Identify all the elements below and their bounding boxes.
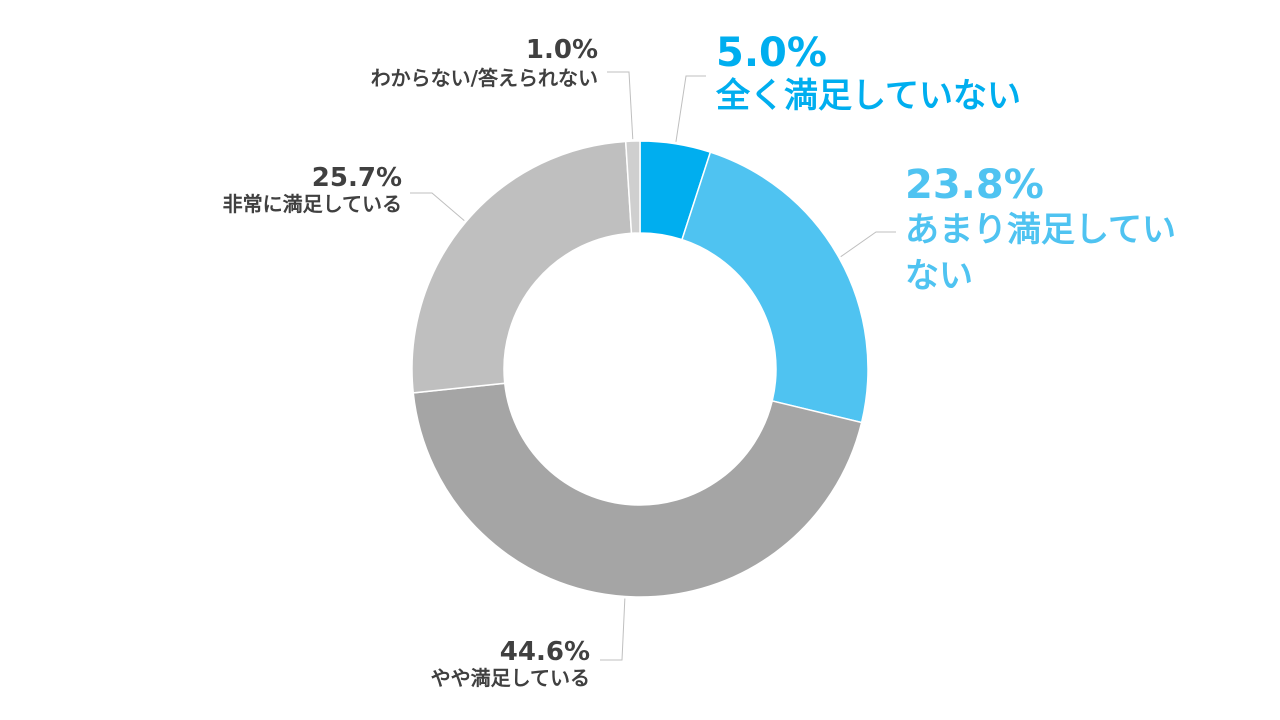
donut-slice-2: [681, 151, 869, 424]
slice-value-label-1: 5.0%: [716, 30, 827, 76]
leader-line-1: [675, 75, 706, 142]
slice-value-label-4: 25.7%: [312, 163, 402, 193]
slices-group: [411, 140, 869, 598]
slice-value-label-5: 1.0%: [526, 35, 598, 65]
leader-line-2: [840, 231, 896, 258]
leader-line-5: [607, 71, 634, 140]
slice-category-label-2-line-1: あまり満足してい: [905, 210, 1176, 250]
leader-lines-group: [410, 71, 896, 661]
slice-value-label-3: 44.6%: [500, 637, 590, 667]
slice-category-label-3: やや満足している: [431, 666, 590, 690]
slice-category-label-1: 全く満足していない: [715, 76, 1021, 116]
donut-slice-4: [411, 140, 633, 394]
slice-value-label-2: 23.8%: [905, 162, 1044, 208]
slice-category-label-5: わからない/答えられない: [371, 66, 598, 90]
leader-line-3: [600, 598, 626, 661]
slice-category-label-2-line-2: ない: [905, 256, 973, 296]
leader-line-4: [410, 192, 465, 221]
slice-category-label-4: 非常に満足している: [223, 192, 402, 216]
donut-slice-3: [412, 382, 863, 598]
donut-slice-5: [624, 140, 641, 235]
